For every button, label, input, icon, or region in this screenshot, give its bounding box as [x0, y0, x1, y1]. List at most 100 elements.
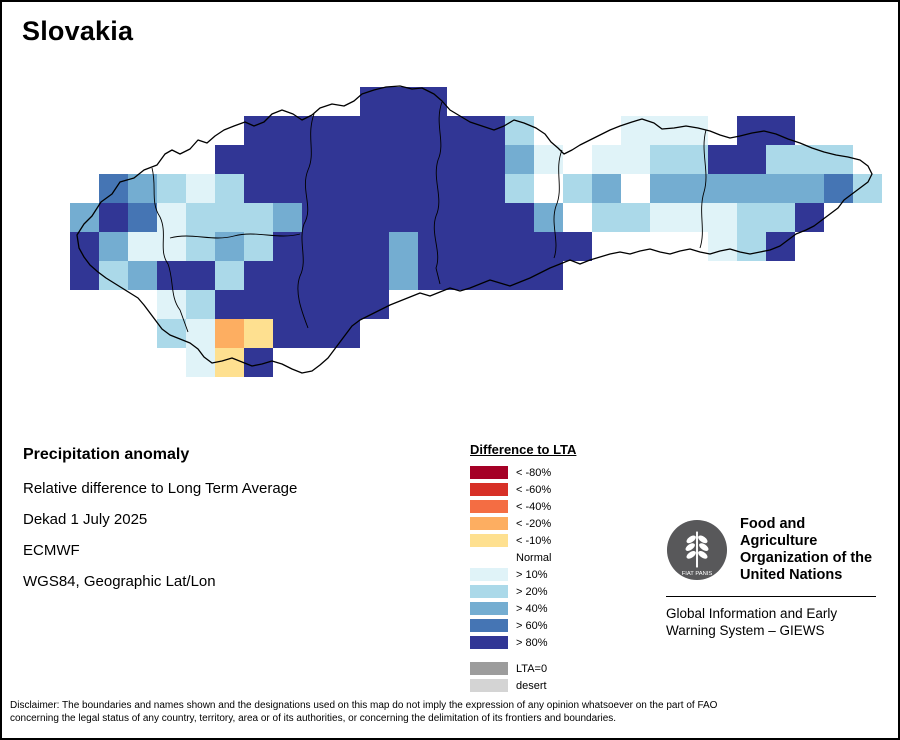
map-cell: [186, 261, 215, 290]
legend-label: < -60%: [516, 483, 552, 496]
map-cell: [708, 174, 737, 203]
map-cell: [679, 145, 708, 174]
legend-label: > 20%: [516, 585, 548, 598]
map-cell: [360, 116, 389, 145]
map-cell: [708, 203, 737, 232]
map-cell: [708, 232, 737, 261]
map-cell: [302, 232, 331, 261]
map-cell: [215, 232, 244, 261]
map-cell: [795, 145, 824, 174]
map-cell: [766, 203, 795, 232]
map-cell: [157, 232, 186, 261]
map-cell: [447, 174, 476, 203]
map-cell: [215, 348, 244, 377]
map-cell: [244, 232, 273, 261]
disclaimer-line: Disclaimer: The boundaries and names sho…: [10, 700, 718, 711]
legend-item: > 80%: [470, 634, 576, 651]
legend-swatch: [470, 483, 508, 496]
map-cell: [389, 87, 418, 116]
legend-swatch: [470, 619, 508, 632]
info-line-subtitle: Relative difference to Long Term Average: [23, 480, 298, 497]
map-cell: [157, 290, 186, 319]
map-cell: [418, 87, 447, 116]
map-cell: [244, 348, 273, 377]
info-line-projection: WGS84, Geographic Lat/Lon: [23, 573, 216, 590]
map-cell: [273, 145, 302, 174]
map-cell: [563, 174, 592, 203]
map-cell: [505, 261, 534, 290]
map-cell: [650, 174, 679, 203]
legend-item: > 20%: [470, 583, 576, 600]
map-cell: [447, 261, 476, 290]
map-cell: [505, 116, 534, 145]
legend-swatch: [470, 517, 508, 530]
map-cell: [273, 232, 302, 261]
map-cell: [418, 232, 447, 261]
map-cell: [476, 232, 505, 261]
map-cell: [99, 174, 128, 203]
map-cell: [447, 232, 476, 261]
map-cell: [244, 261, 273, 290]
legend-item: desert: [470, 677, 576, 694]
map-cell: [331, 261, 360, 290]
map-cell: [215, 174, 244, 203]
map-product-title: Precipitation anomaly: [23, 446, 190, 463]
map-cell: [389, 145, 418, 174]
map-cell: [215, 145, 244, 174]
map-cell: [70, 232, 99, 261]
map-cell: [186, 203, 215, 232]
map-cell: [273, 261, 302, 290]
legend-label: > 10%: [516, 568, 548, 581]
legend-item: > 60%: [470, 617, 576, 634]
map-cell: [476, 261, 505, 290]
map-cell: [418, 261, 447, 290]
map-cell: [302, 116, 331, 145]
map-cell: [99, 203, 128, 232]
map-cell: [824, 145, 853, 174]
fao-logo-motto: FIAT PANIS: [682, 571, 713, 577]
map-cell: [476, 203, 505, 232]
map-cell: [505, 174, 534, 203]
map-cell: [476, 174, 505, 203]
legend-title: Difference to LTA: [470, 442, 577, 457]
legend-item: > 40%: [470, 600, 576, 617]
map-cell: [331, 319, 360, 348]
giews-line: Global Information and Early: [666, 606, 838, 621]
legend-item: < -20%: [470, 515, 576, 532]
map-cell: [679, 174, 708, 203]
map-cell: [824, 174, 853, 203]
map-cell: [128, 174, 157, 203]
legend-items: < -80% < -60% < -40% < -20% < -10% Normal > 10…: [470, 464, 576, 651]
map-cell: [215, 290, 244, 319]
map-cell: [186, 232, 215, 261]
map-cell: [621, 145, 650, 174]
legend-swatch: [470, 585, 508, 598]
legend-item: < -10%: [470, 532, 576, 549]
map-cell: [447, 203, 476, 232]
map-cell: [302, 261, 331, 290]
map-cell: [795, 174, 824, 203]
map-cell: [302, 319, 331, 348]
map-cell: [360, 261, 389, 290]
map-cell: [128, 261, 157, 290]
page-title: Slovakia: [22, 16, 134, 46]
map-cell: [331, 145, 360, 174]
map-cell: [215, 203, 244, 232]
legend-swatch: [470, 551, 508, 564]
map-cell: [157, 319, 186, 348]
map-cell: [302, 290, 331, 319]
legend-swatch: [470, 602, 508, 615]
legend-swatch: [470, 636, 508, 649]
map-cell: [157, 174, 186, 203]
legend-swatch: [470, 662, 508, 675]
disclaimer: Disclaimer: The boundaries and names sho…: [10, 700, 896, 725]
org-divider: [666, 596, 876, 597]
map-cell: [331, 203, 360, 232]
map-cell: [389, 174, 418, 203]
map-cell: [505, 203, 534, 232]
map-cell: [302, 145, 331, 174]
map-cell: [737, 116, 766, 145]
map-cell: [476, 145, 505, 174]
map-cell: [737, 145, 766, 174]
map-cell: [766, 174, 795, 203]
